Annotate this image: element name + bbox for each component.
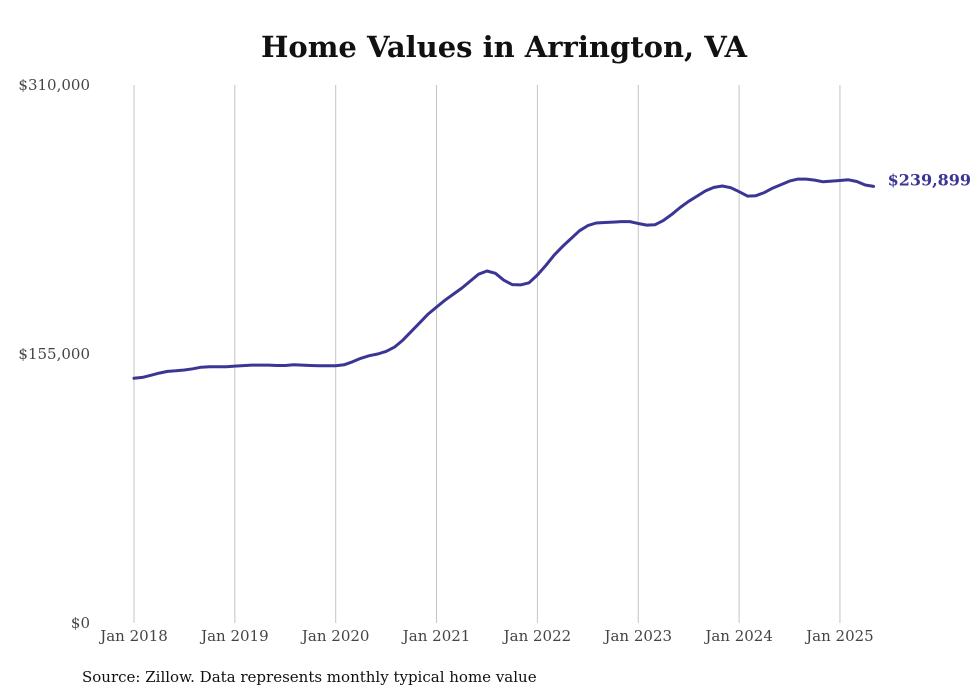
x-tick-label: Jan 2022: [502, 627, 572, 645]
x-tick-label: Jan 2018: [98, 627, 168, 645]
y-tick-label: $310,000: [18, 76, 90, 94]
y-tick-label: $155,000: [18, 345, 90, 363]
x-axis: Jan 2018 Jan 2019 Jan 2020 Jan 2021 Jan 2022…: [98, 627, 874, 645]
y-tick-label: $0: [71, 614, 90, 632]
x-tick-label: Jan 2025: [804, 627, 874, 645]
x-tick-label: Jan 2020: [300, 627, 370, 645]
x-tick-label: Jan 2024: [703, 627, 773, 645]
x-tick-label: Jan 2023: [602, 627, 672, 645]
x-tick-label: Jan 2019: [199, 627, 269, 645]
home-value-line: [132, 177, 876, 380]
y-axis: $0 $155,000 $310,000: [18, 76, 90, 632]
x-tick-label: Jan 2021: [401, 627, 471, 645]
source-note: Source: Zillow. Data represents monthly …: [82, 668, 537, 686]
chart-title: Home Values in Arrington, VA: [261, 30, 747, 64]
latest-value-label: $239,899: [888, 170, 972, 189]
gridlines: [133, 85, 841, 623]
